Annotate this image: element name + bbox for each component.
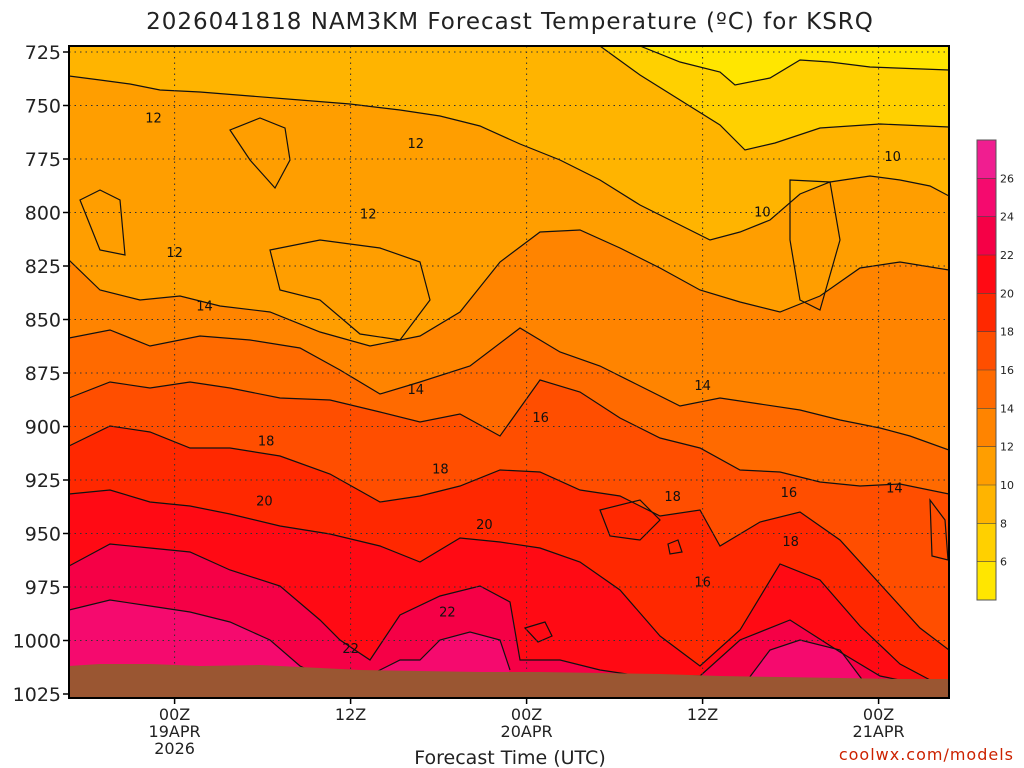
- contour-label: 12: [360, 208, 377, 223]
- x-tick-label: 00Z: [159, 705, 190, 724]
- colorbar-swatch: [977, 178, 996, 217]
- y-tick-label: 1000: [13, 631, 61, 653]
- colorbar-tick-label: 24: [1000, 211, 1014, 224]
- plot-area: [69, 46, 949, 698]
- colorbar-swatch: [977, 446, 996, 485]
- y-tick-label: 975: [25, 577, 61, 599]
- contour-label: 18: [432, 462, 449, 477]
- colorbar-tick-label: 16: [1000, 364, 1014, 377]
- contour-label: 20: [476, 518, 493, 533]
- colorbar-tick-label: 8: [1000, 517, 1007, 530]
- x-tick-label: 21APR: [853, 722, 905, 741]
- contour-lines: [69, 46, 949, 691]
- contour-label: 18: [258, 434, 275, 449]
- credit-text: coolwx.com/models: [839, 745, 1014, 764]
- y-tick-label: 850: [25, 310, 61, 332]
- contour-label: 16: [694, 576, 711, 591]
- colorbar-swatch: [977, 331, 996, 370]
- y-axis: 725 750 775 800 825 850 875 900 925 950 975 1000 102…: [13, 42, 69, 706]
- y-tick-label: 800: [25, 203, 61, 225]
- y-tick-label: 925: [25, 470, 61, 492]
- colorbar-swatch: [977, 370, 996, 409]
- x-tick-label: 12Z: [687, 705, 718, 724]
- contour-label: 12: [166, 246, 183, 261]
- colorbar: 6 8 10 12 14 16 18 20 22 24 26: [976, 139, 1014, 601]
- colorbar-tick-label: 22: [1000, 249, 1014, 262]
- colorbar-swatch: [977, 408, 996, 447]
- y-tick-label: 900: [25, 417, 61, 439]
- colorbar-swatch: [977, 216, 996, 255]
- contour-label: 18: [664, 490, 681, 505]
- colorbar-tick-label: 12: [1000, 441, 1014, 454]
- x-tick-label: 00Z: [863, 705, 894, 724]
- chart-title: 2026041818 NAM3KM Forecast Temperature (…: [146, 9, 874, 35]
- y-tick-label: 775: [25, 149, 61, 171]
- contour-label: 14: [196, 300, 213, 315]
- y-tick-label: 875: [25, 363, 61, 385]
- colorbar-swatch: [977, 255, 996, 294]
- colorbar-tick-label: 26: [1000, 172, 1014, 185]
- colorbar-tick-label: 6: [1000, 556, 1007, 569]
- contour-label: 12: [145, 111, 162, 126]
- contour-label: 22: [439, 606, 456, 621]
- grid-lines: [69, 46, 949, 698]
- colorbar-swatch: [977, 293, 996, 332]
- contour-label: 12: [407, 137, 424, 152]
- x-tick-label: 00Z: [511, 705, 542, 724]
- contour-label: 14: [407, 383, 424, 398]
- colorbar-tick-label: 18: [1000, 326, 1014, 339]
- x-tick-label: 19APR: [149, 722, 201, 741]
- contour-labels: 12 12 12 12 10 10 14 14 14 14 16 16 16 18 18 18 18 20 20 22…: [145, 111, 903, 657]
- colorbar-swatch: [977, 523, 996, 562]
- colorbar-swatch: [977, 485, 996, 524]
- plot-frame: [68, 45, 950, 699]
- y-tick-label: 825: [25, 256, 61, 278]
- colorbar-tick-label: 10: [1000, 479, 1014, 492]
- contour-label: 10: [884, 150, 901, 165]
- y-tick-label: 725: [25, 42, 61, 64]
- colorbar-tick-label: 14: [1000, 402, 1014, 415]
- contour-label: 14: [694, 379, 711, 394]
- x-tick-label: 12Z: [335, 705, 366, 724]
- x-tick-label: 2026: [154, 739, 195, 758]
- contour-label: 14: [886, 482, 903, 497]
- colorbar-swatch: [977, 561, 996, 600]
- contour-label: 22: [342, 642, 359, 657]
- contour-label: 18: [782, 535, 799, 550]
- colorbar-swatch: [977, 140, 996, 179]
- colorbar-tick-label: 20: [1000, 287, 1014, 300]
- y-tick-label: 1025: [13, 684, 61, 706]
- y-tick-label: 950: [25, 524, 61, 546]
- contour-label: 16: [781, 486, 798, 501]
- x-tick-label: 20APR: [501, 722, 553, 741]
- x-axis-label: Forecast Time (UTC): [414, 747, 605, 768]
- y-tick-label: 750: [25, 96, 61, 118]
- terrain: [69, 664, 949, 698]
- contour-label: 20: [256, 494, 273, 509]
- contour-label: 16: [532, 411, 549, 426]
- contour-label: 10: [754, 206, 771, 221]
